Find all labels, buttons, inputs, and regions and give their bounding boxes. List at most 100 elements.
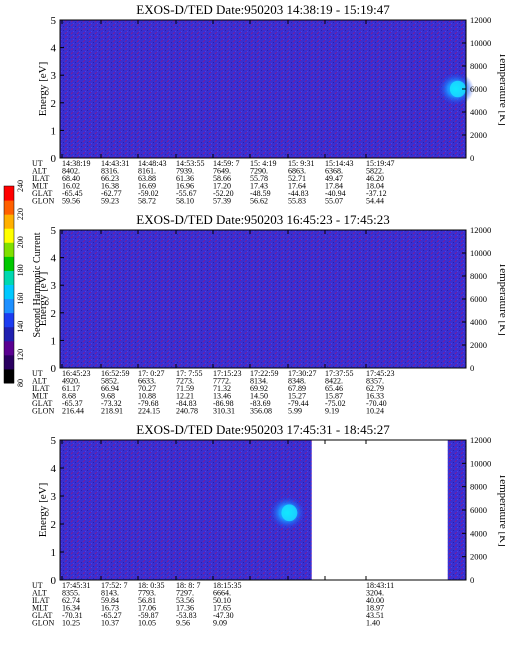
heatmap-area: [60, 20, 466, 158]
table-cell: 6368.: [325, 167, 343, 176]
table-cell: 71.59: [176, 384, 194, 393]
table-cell: 56.62: [250, 197, 268, 206]
chart-panel-3: EXOS-D/TED Date:950203 17:45:31 - 18:45:…: [32, 422, 505, 628]
table-cell: 17:45:23: [366, 369, 394, 378]
table-cell: 15.27: [288, 392, 306, 401]
y2-tick-label: 4000: [470, 317, 487, 327]
colorbar-tick-label: 180: [16, 264, 25, 276]
table-cell: 8422.: [325, 377, 343, 386]
y-tick-label: 2: [51, 308, 57, 320]
table-cell: 4920.: [62, 377, 80, 386]
y-tick-label: 5: [51, 15, 57, 27]
y2-tick-label: 10000: [470, 458, 491, 468]
colorbar-cell: [4, 256, 14, 271]
colorbar-cell: [4, 326, 14, 342]
table-cell: 17.84: [325, 182, 343, 191]
chart-panel-2: EXOS-D/TED Date:950203 16:45:23 - 17:45:…: [32, 212, 505, 416]
colorbar: 80 120 140 160 180 200 220 240 Second Harmonic …: [3, 180, 43, 387]
table-cell: 62.79: [366, 384, 384, 393]
table-cell: 71.32: [213, 384, 231, 393]
y2-tick-label: 12000: [470, 15, 491, 25]
colorbar-tick-label: 80: [16, 379, 25, 387]
y2-tick-label: 8000: [470, 61, 487, 71]
table-cell: 50.10: [213, 596, 231, 605]
table-cell: 52.71: [288, 174, 306, 183]
table-cell: 8348.: [288, 377, 306, 386]
colorbar-tick-label: 120: [16, 349, 25, 361]
table-cell: 16:52:59: [101, 369, 129, 378]
table-cell: -70.40: [366, 399, 387, 408]
table-cell: 55.83: [288, 197, 306, 206]
y-tick-label: 4: [51, 43, 57, 55]
colorbar-tick-label: 240: [16, 180, 25, 192]
y-tick-label: 1: [51, 335, 57, 347]
table-cell: -79.44: [288, 399, 309, 408]
table-cell: -86.98: [213, 399, 234, 408]
y-tick-label: 3: [51, 70, 57, 82]
table-cell: 240.78: [176, 407, 198, 416]
table-row-label: GLON: [32, 197, 54, 206]
colorbar-cells: [3, 185, 15, 384]
table-cell: 16.34: [62, 604, 80, 613]
table-cell: 17:37:55: [325, 369, 353, 378]
table-cell: 59.56: [62, 197, 80, 206]
table-cell: 17.36: [176, 604, 194, 613]
table-cell: -47.30: [213, 611, 234, 620]
table-cell: 224.15: [138, 407, 160, 416]
table-cell: 14:38:19: [62, 159, 90, 168]
table-cell: 56.81: [138, 596, 156, 605]
table-cell: 17:22:59: [250, 369, 278, 378]
chart-panel-1: EXOS-D/TED Date:950203 14:38:19 - 15:19:…: [32, 2, 505, 206]
y2-tick-label: 12000: [470, 435, 491, 445]
table-cell: 5822.: [366, 167, 384, 176]
table-cell: 218.91: [101, 407, 123, 416]
table-cell: 10.24: [366, 407, 384, 416]
y-tick-label: 2: [51, 519, 57, 531]
table-cell: 8134.: [250, 377, 268, 386]
table-cell: 7273.: [176, 377, 194, 386]
table-cell: 7793.: [138, 589, 156, 598]
table-cell: 8355.: [62, 589, 80, 598]
table-cell: -59.02: [138, 189, 159, 198]
chart-title: EXOS-D/TED Date:950203 17:45:31 - 18:45:…: [136, 422, 390, 437]
y-tick-label: 4: [51, 463, 57, 475]
table-cell: 16.96: [176, 182, 194, 191]
y2-axis-label: Temperature [K]: [497, 473, 505, 546]
y2-tick-label: 0: [470, 153, 474, 163]
table-cell: 67.89: [288, 384, 306, 393]
table-cell: 55.78: [250, 174, 268, 183]
table-cell: 18.97: [366, 604, 384, 613]
y-axis-label: Energy [eV]: [37, 62, 49, 116]
table-cell: 66.94: [101, 384, 119, 393]
colorbar-cell: [4, 368, 14, 384]
y-axis-label: Energy [eV]: [37, 272, 49, 326]
table-cell: 12.21: [176, 392, 194, 401]
table-cell: 5.99: [288, 407, 302, 416]
table-cell: 18:15:35: [213, 581, 241, 590]
table-row-label: MLT: [32, 604, 48, 613]
table-cell: 9.09: [213, 619, 227, 628]
y2-tick-label: 4000: [470, 107, 487, 117]
table-cell: 8143.: [101, 589, 119, 598]
colorbar-cell: [4, 270, 14, 285]
table-cell: 14:43:31: [101, 159, 129, 168]
table-cell: 1.40: [366, 619, 380, 628]
table-cell: 7297.: [176, 589, 194, 598]
y-tick-label: 3: [51, 491, 57, 503]
table-cell: 53.56: [176, 596, 194, 605]
table-cell: 16.69: [138, 182, 156, 191]
table-cell: 17.20: [213, 182, 231, 191]
table-cell: 69.92: [250, 384, 268, 393]
table-cell: -40.94: [325, 189, 346, 198]
table-cell: 59.84: [101, 596, 119, 605]
table-cell: 57.39: [213, 197, 231, 206]
table-cell: 216.44: [62, 407, 84, 416]
chart-title: EXOS-D/TED Date:950203 14:38:19 - 15:19:…: [136, 2, 390, 17]
table-cell: 13.46: [213, 392, 231, 401]
table-cell: -65.37: [62, 399, 83, 408]
table-cell: 14:59: 7: [213, 159, 239, 168]
y-axis-label: Energy [eV]: [37, 483, 49, 537]
table-cell: 61.17: [62, 384, 80, 393]
table-cell: 14:53:55: [176, 159, 204, 168]
